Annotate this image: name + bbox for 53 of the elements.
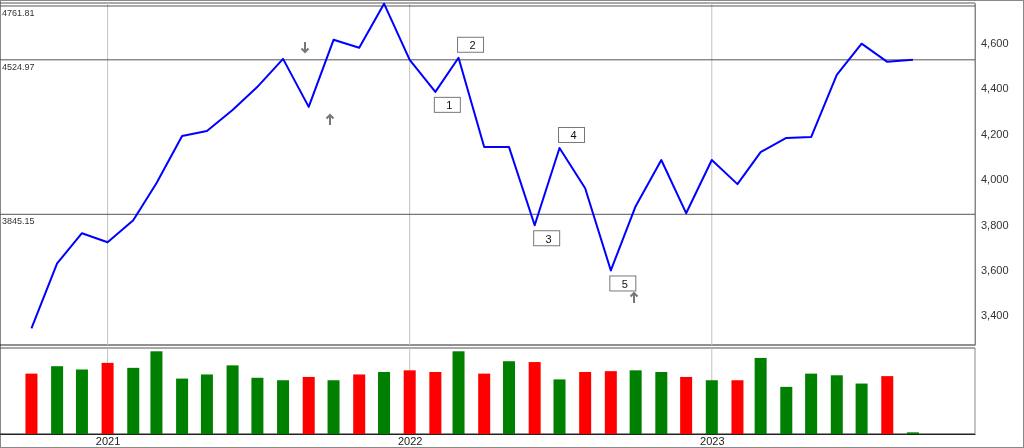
bar bbox=[553, 379, 566, 434]
bar bbox=[579, 371, 592, 434]
y-tick-label: 3,800 bbox=[981, 218, 1009, 231]
bar bbox=[302, 376, 315, 434]
bar bbox=[403, 370, 416, 434]
x-tick-label: 2022 bbox=[397, 434, 423, 447]
bar bbox=[830, 375, 843, 434]
bar bbox=[780, 386, 793, 434]
bar bbox=[705, 380, 718, 434]
annotation: 1 bbox=[446, 99, 453, 112]
bar bbox=[503, 361, 516, 434]
bar bbox=[127, 367, 140, 434]
bar bbox=[429, 371, 442, 434]
bar bbox=[75, 369, 88, 434]
ref-line-label: 4524.97 bbox=[2, 61, 35, 72]
bar bbox=[629, 370, 642, 434]
bar bbox=[150, 351, 163, 434]
ref-line-label: 4761.81 bbox=[2, 8, 35, 18]
bar bbox=[855, 383, 868, 434]
bar bbox=[176, 378, 189, 434]
ref-line-label: 3845.15 bbox=[2, 216, 35, 227]
bar bbox=[327, 380, 340, 434]
y-tick-label: 3,400 bbox=[981, 309, 1009, 322]
bar bbox=[25, 373, 38, 434]
bar bbox=[478, 373, 491, 434]
x-tick-label: 2021 bbox=[95, 434, 121, 447]
bar bbox=[277, 380, 290, 434]
bar bbox=[378, 371, 391, 434]
x-tick-label: 2023 bbox=[700, 434, 725, 447]
bar bbox=[604, 371, 617, 434]
bar bbox=[528, 362, 541, 434]
y-tick-label: 4,600 bbox=[981, 36, 1009, 49]
bar bbox=[680, 376, 693, 434]
y-tick-label: 3,600 bbox=[981, 264, 1009, 277]
annotation: 3 bbox=[545, 232, 552, 245]
annotation: 4 bbox=[570, 129, 577, 142]
bar bbox=[51, 366, 64, 434]
bar bbox=[655, 371, 668, 434]
bar bbox=[200, 374, 213, 434]
bar bbox=[881, 376, 894, 434]
bar bbox=[754, 357, 767, 434]
y-tick-label: 4,000 bbox=[981, 173, 1009, 186]
bar bbox=[101, 362, 114, 434]
bar bbox=[805, 373, 818, 434]
y-tick-label: 4,200 bbox=[981, 127, 1009, 140]
bar bbox=[731, 380, 744, 434]
annotation: 2 bbox=[469, 39, 476, 52]
bar bbox=[251, 377, 264, 434]
annotation: 5 bbox=[621, 277, 628, 290]
bar bbox=[353, 374, 366, 434]
bar bbox=[452, 351, 465, 434]
bar bbox=[226, 365, 239, 434]
y-tick-label: 4,400 bbox=[981, 82, 1009, 95]
